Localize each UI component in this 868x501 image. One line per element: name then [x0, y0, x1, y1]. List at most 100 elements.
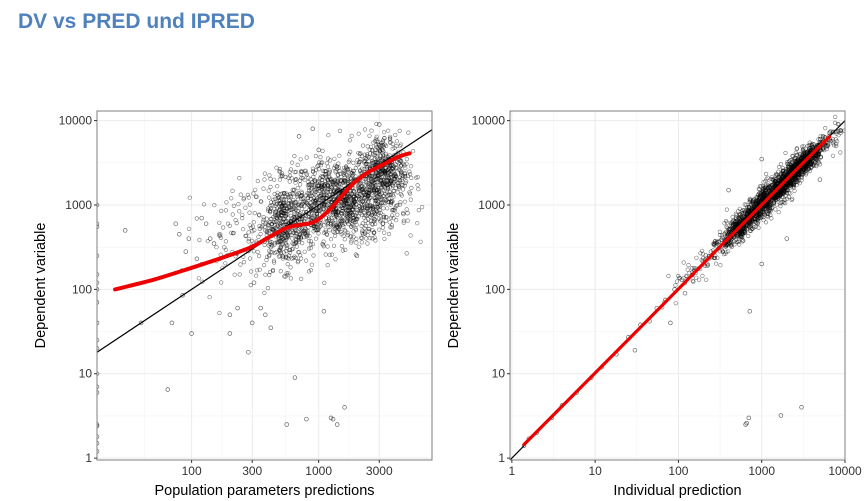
data-point — [265, 286, 271, 291]
data-point — [283, 241, 289, 246]
data-point — [687, 270, 692, 275]
data-point — [325, 187, 330, 192]
data-point — [323, 252, 328, 257]
data-point — [713, 253, 718, 258]
data-point — [311, 198, 316, 203]
data-point — [391, 216, 396, 221]
data-point — [318, 194, 323, 199]
data-point — [773, 207, 778, 212]
data-point — [351, 216, 356, 221]
data-point — [272, 222, 277, 227]
data-point — [248, 283, 253, 288]
data-point — [666, 273, 671, 279]
data-point — [711, 241, 716, 246]
x-tick-label: 100 — [182, 464, 202, 478]
data-point — [290, 191, 295, 196]
data-point — [747, 220, 752, 225]
x-tick-label: 1 — [509, 464, 516, 478]
data-point — [286, 256, 291, 261]
data-point — [779, 194, 785, 200]
data-point — [238, 262, 243, 267]
data-point — [268, 209, 273, 214]
data-point — [404, 157, 410, 162]
data-point — [308, 182, 313, 187]
data-point — [223, 239, 228, 244]
data-point — [277, 233, 282, 238]
data-point — [306, 185, 312, 190]
data-point — [306, 246, 312, 251]
data-point — [196, 276, 201, 281]
data-point — [360, 221, 365, 226]
data-point — [310, 169, 316, 174]
data-point — [353, 252, 358, 257]
data-point — [246, 239, 251, 244]
data-point — [261, 215, 266, 220]
data-point — [274, 165, 279, 170]
data-point — [354, 196, 359, 201]
data-point — [388, 134, 393, 139]
data-point — [97, 346, 100, 351]
data-point — [286, 195, 291, 200]
data-point — [729, 244, 734, 250]
data-point — [384, 178, 389, 183]
data-point — [746, 223, 752, 228]
data-point — [312, 178, 317, 183]
data-point — [262, 290, 267, 296]
data-point — [325, 164, 331, 169]
data-point — [318, 208, 324, 213]
data-point — [726, 249, 731, 254]
data-point — [97, 423, 100, 429]
chart-panel-1: 1 10 100 1000 10000 100 300 1000 3000 Population … — [33, 110, 433, 499]
data-point — [386, 231, 392, 237]
data-point — [809, 142, 814, 147]
data-point — [97, 320, 100, 326]
data-point — [234, 221, 239, 226]
y-tick-label: 100 — [485, 282, 505, 296]
data-point — [792, 188, 797, 193]
data-point — [300, 170, 305, 175]
data-point — [233, 218, 238, 223]
y-tick-label: 10 — [79, 367, 93, 381]
data-point — [97, 434, 100, 439]
data-point — [290, 246, 296, 251]
data-point — [347, 194, 352, 199]
data-point — [256, 234, 261, 239]
data-point — [296, 209, 301, 214]
data-point — [761, 218, 766, 223]
data-point — [340, 220, 345, 225]
data-point — [315, 228, 320, 233]
data-point — [281, 254, 286, 259]
data-point — [275, 213, 280, 218]
data-point — [284, 243, 289, 248]
data-point — [733, 237, 738, 242]
data-point — [730, 214, 735, 220]
data-point — [758, 195, 763, 200]
data-point — [277, 169, 282, 174]
data-point — [747, 197, 752, 202]
data-point — [764, 177, 769, 182]
data-point — [765, 189, 770, 194]
data-point — [304, 416, 309, 422]
data-point — [292, 375, 298, 380]
data-point — [321, 309, 327, 314]
data-point — [246, 236, 251, 242]
data-point — [773, 196, 778, 201]
x-tick-label: 1000 — [748, 464, 775, 478]
data-point — [375, 161, 380, 166]
data-point — [387, 220, 392, 225]
data-point — [394, 144, 399, 149]
data-point — [372, 216, 377, 222]
x-axis-label: Population parameters predictions — [154, 483, 374, 499]
data-point — [399, 177, 404, 182]
data-point — [776, 210, 781, 215]
data-point — [375, 199, 380, 204]
data-point — [212, 203, 217, 208]
data-point — [344, 218, 349, 223]
data-point — [326, 215, 332, 220]
data-point — [277, 177, 283, 182]
y-tick-label: 1000 — [65, 198, 92, 212]
data-point — [342, 200, 348, 205]
data-point — [761, 180, 766, 185]
data-point — [223, 208, 228, 213]
data-point — [748, 202, 754, 207]
